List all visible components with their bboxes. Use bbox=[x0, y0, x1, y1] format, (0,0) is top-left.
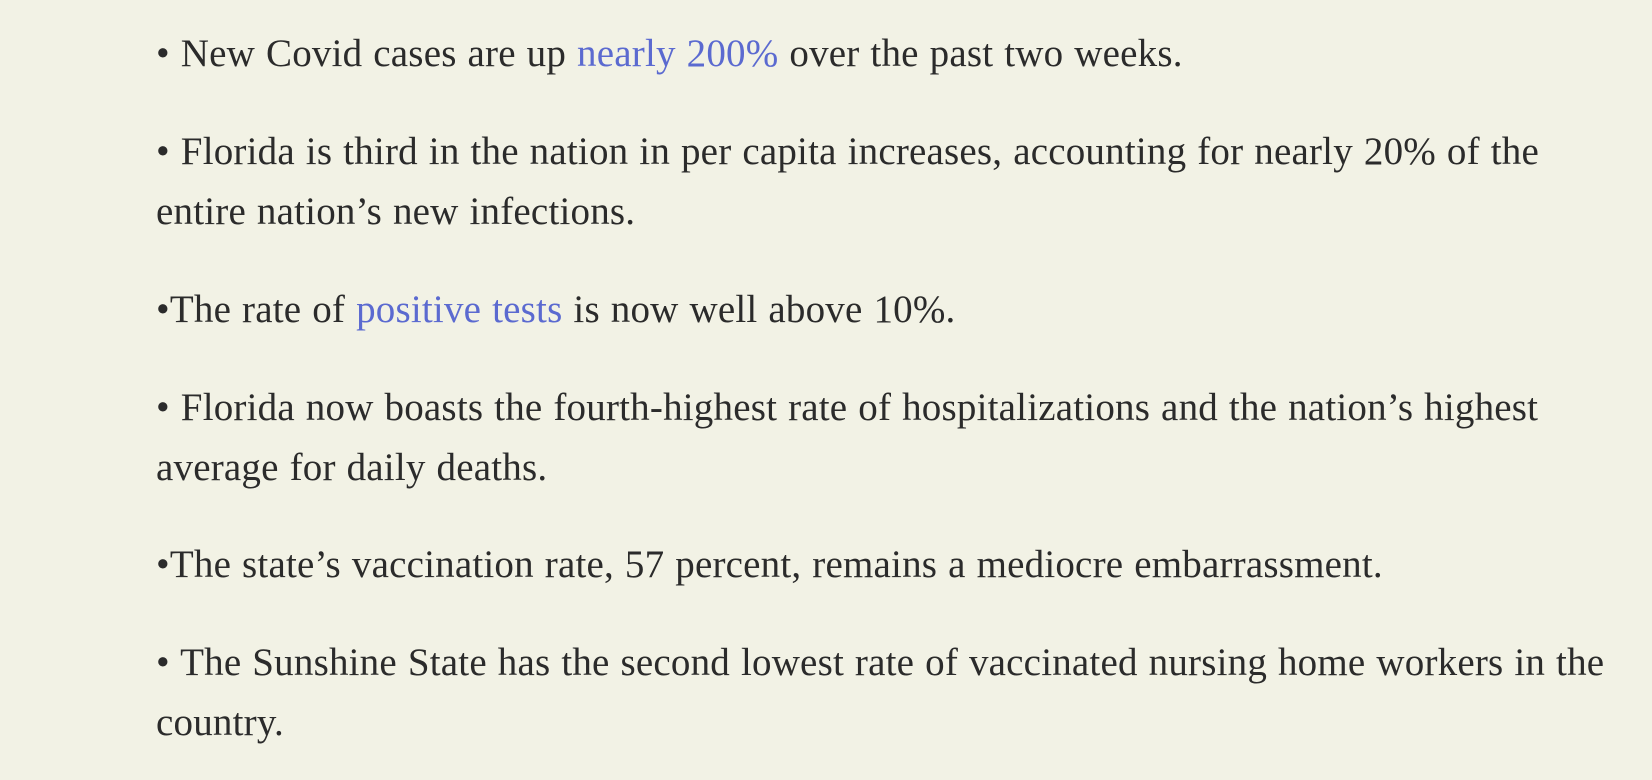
link-nearly-200-percent[interactable]: nearly 200% bbox=[577, 32, 779, 75]
bullet-vaccination-rate: •The state’s vaccination rate, 57 percen… bbox=[156, 535, 1383, 595]
bullet-text: •The state’s vaccination rate, 57 percen… bbox=[156, 543, 1383, 586]
bullet-text: • Florida now boasts the fourth-highest … bbox=[156, 386, 1539, 489]
bullet-text-before: • New Covid cases are up bbox=[156, 32, 578, 75]
bullet-hospitalizations: • Florida now boasts the fourth-highest … bbox=[156, 378, 1626, 498]
bullet-positive-tests: •The rate of positive tests is now well … bbox=[156, 280, 956, 340]
bullet-text-after: over the past two weeks. bbox=[778, 32, 1183, 75]
link-positive-tests[interactable]: positive tests bbox=[356, 288, 563, 331]
bullet-text-after: is now well above 10%. bbox=[562, 288, 956, 331]
bullet-new-cases: • New Covid cases are up nearly 200% ove… bbox=[156, 24, 1183, 84]
bullet-text: • The Sunshine State has the second lowe… bbox=[156, 641, 1605, 744]
bullet-per-capita-increases: • Florida is third in the nation in per … bbox=[156, 122, 1626, 242]
bullet-text: • Florida is third in the nation in per … bbox=[156, 130, 1539, 233]
bullet-nursing-home-workers: • The Sunshine State has the second lowe… bbox=[156, 633, 1626, 753]
bullet-text-before: •The rate of bbox=[156, 288, 357, 331]
